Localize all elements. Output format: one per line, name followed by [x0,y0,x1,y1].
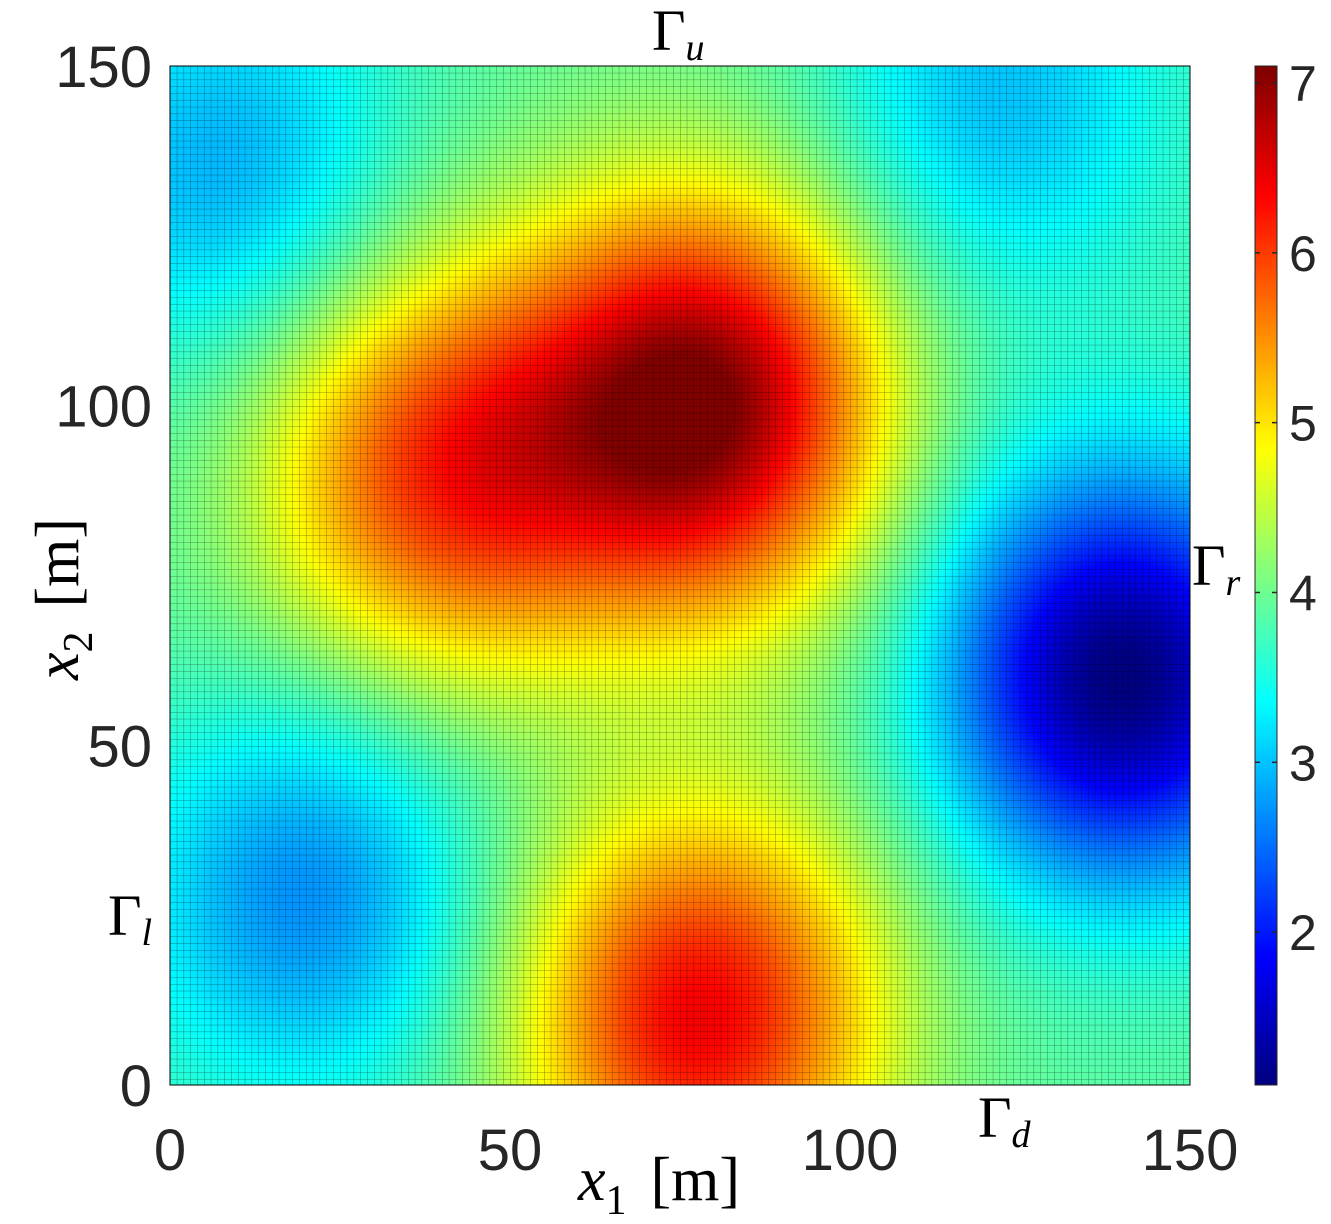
x-axis-ticks: 0 50 100 150 [154,1118,1239,1183]
colorbar-tick-label: 6 [1289,226,1317,282]
x-tick-label: 0 [154,1118,186,1183]
colorbar-tick-label: 4 [1289,565,1317,621]
colorbar-tick-label: 5 [1289,396,1317,452]
y-tick-label: 0 [120,1054,152,1119]
x-axis-label: x1 [m] [577,1146,740,1224]
boundary-label-upper: Γu [652,0,705,69]
colorbar-tick-label: 3 [1289,735,1317,791]
y-axis-label: x2[m] [24,518,102,681]
x-tick-label: 100 [802,1118,899,1183]
boundary-label-lower: Γd [978,1085,1032,1156]
x-tick-label: 50 [478,1118,543,1183]
y-tick-label: 100 [55,375,152,440]
boundary-label-left: Γl [108,883,152,954]
boundary-label-right: Γr [1192,533,1241,604]
colorbar-ticks: 2 3 4 5 6 7 [1255,56,1317,961]
plot-frame [169,65,1191,1086]
y-tick-label: 50 [87,714,152,779]
colorbar: 2 3 4 5 6 7 [1254,56,1317,1086]
colorbar-tick-label: 2 [1289,905,1317,961]
colorbar-tick-label: 7 [1289,56,1317,112]
y-tick-label: 150 [55,35,152,100]
mesh-grid [170,66,1190,1085]
y-axis-ticks: 0 50 100 150 [55,35,152,1119]
x-tick-label: 150 [1142,1118,1239,1183]
